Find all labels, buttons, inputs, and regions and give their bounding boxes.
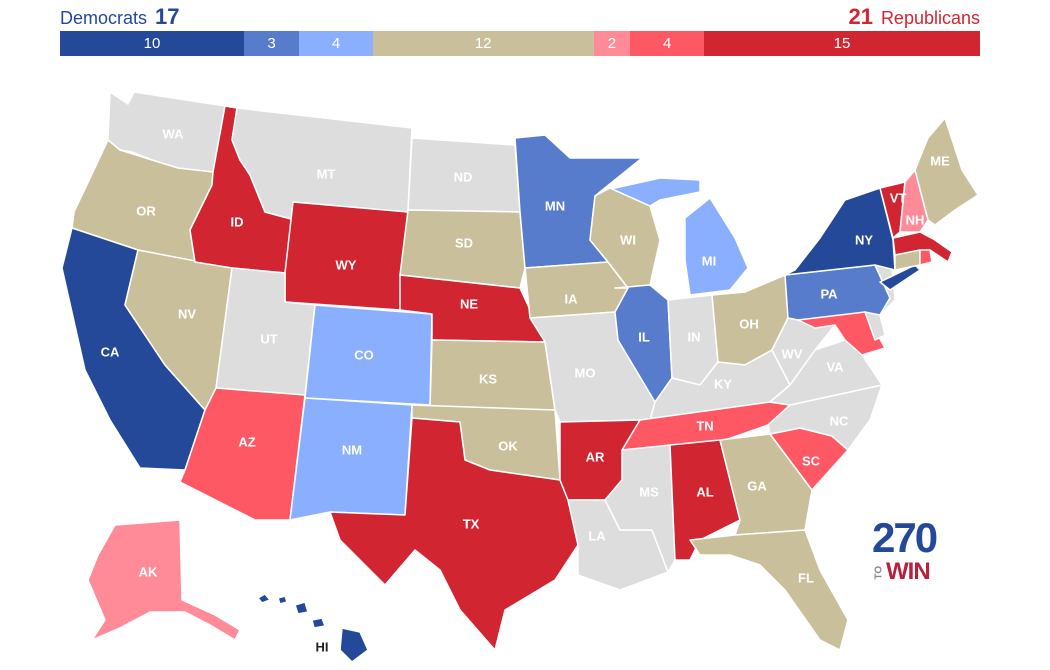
state-ia[interactable] [524, 261, 629, 319]
rating-segment[interactable]: 12 [372, 31, 594, 56]
state-label-fl: FL [798, 570, 814, 585]
state-hi[interactable] [257, 593, 369, 663]
state-label-sd: SD [455, 235, 473, 250]
state-label-ga: GA [747, 478, 767, 493]
state-label-nm: NM [342, 442, 362, 457]
state-label-nh: NH [906, 212, 925, 227]
state-ak[interactable] [87, 519, 241, 641]
rating-bar: 10 3 4 12 2 4 15 [60, 31, 980, 56]
rating-segment[interactable]: 4 [299, 31, 373, 56]
republicans-header: 21 Republicans [840, 4, 980, 30]
state-nm[interactable] [289, 397, 413, 521]
state-label-ok: OK [498, 438, 518, 453]
state-label-mi: MI [702, 253, 716, 268]
state-label-hi: HI [316, 639, 329, 654]
state-de[interactable] [864, 311, 886, 341]
state-label-nv: NV [178, 306, 196, 321]
state-label-ky: KY [714, 376, 732, 391]
state-label-al: AL [696, 484, 713, 499]
state-label-oh: OH [739, 316, 759, 331]
state-label-mn: MN [545, 198, 565, 213]
270towin-logo[interactable]: 270 TOWIN [872, 514, 952, 586]
state-label-az: AZ [238, 434, 255, 449]
state-label-ne: NE [460, 296, 478, 311]
state-label-wy: WY [336, 257, 357, 272]
state-label-wi: WI [620, 232, 636, 247]
state-label-in: IN [688, 329, 701, 344]
rating-segment[interactable]: 2 [593, 31, 631, 56]
rating-segment[interactable]: 10 [60, 31, 244, 56]
state-sd[interactable] [399, 209, 526, 289]
state-label-mo: MO [575, 365, 596, 380]
state-label-or: OR [136, 203, 156, 218]
state-label-la: LA [588, 528, 606, 543]
state-label-il: IL [638, 329, 650, 344]
rating-segment[interactable]: 3 [244, 31, 300, 56]
state-label-pa: PA [820, 286, 838, 301]
state-mi[interactable] [609, 177, 749, 296]
rating-segment[interactable]: 4 [630, 31, 704, 56]
state-me[interactable] [914, 117, 979, 226]
state-label-wv: WV [782, 346, 803, 361]
state-label-wa: WA [163, 126, 185, 141]
republicans-count: 21 [848, 4, 873, 29]
state-label-ak: AK [139, 564, 158, 579]
state-label-va: VA [826, 359, 844, 374]
state-fl[interactable] [689, 529, 849, 651]
logo-to: TO [873, 565, 885, 579]
state-label-tn: TN [696, 418, 713, 433]
state-label-ms: MS [639, 484, 659, 499]
state-label-id: ID [231, 214, 244, 229]
logo-win: WIN [886, 558, 931, 585]
state-label-mt: MT [317, 166, 336, 181]
state-label-ut: UT [260, 331, 277, 346]
state-label-sc: SC [802, 453, 821, 468]
state-label-me: ME [930, 153, 950, 168]
state-ri[interactable] [919, 249, 933, 266]
state-label-ar: AR [586, 449, 605, 464]
republicans-label: Republicans [880, 8, 980, 28]
state-label-ia: IA [565, 291, 579, 306]
democrats-header: Democrats 17 [60, 4, 188, 30]
state-label-tx: TX [463, 516, 480, 531]
logo-number: 270 [872, 514, 938, 561]
state-label-ks: KS [479, 371, 497, 386]
state-label-nc: NC [830, 413, 849, 428]
democrats-count: 17 [155, 4, 180, 29]
state-label-nd: ND [454, 169, 473, 184]
state-wy[interactable] [284, 201, 409, 311]
state-label-co: CO [354, 347, 374, 362]
state-label-vt: VT [890, 190, 907, 205]
state-nh[interactable] [899, 169, 929, 233]
state-label-ca: CA [101, 344, 120, 359]
democrats-label: Democrats [60, 8, 148, 28]
rating-segment[interactable]: 15 [703, 31, 980, 56]
state-label-ny: NY [855, 232, 873, 247]
state-tx[interactable] [329, 417, 579, 651]
